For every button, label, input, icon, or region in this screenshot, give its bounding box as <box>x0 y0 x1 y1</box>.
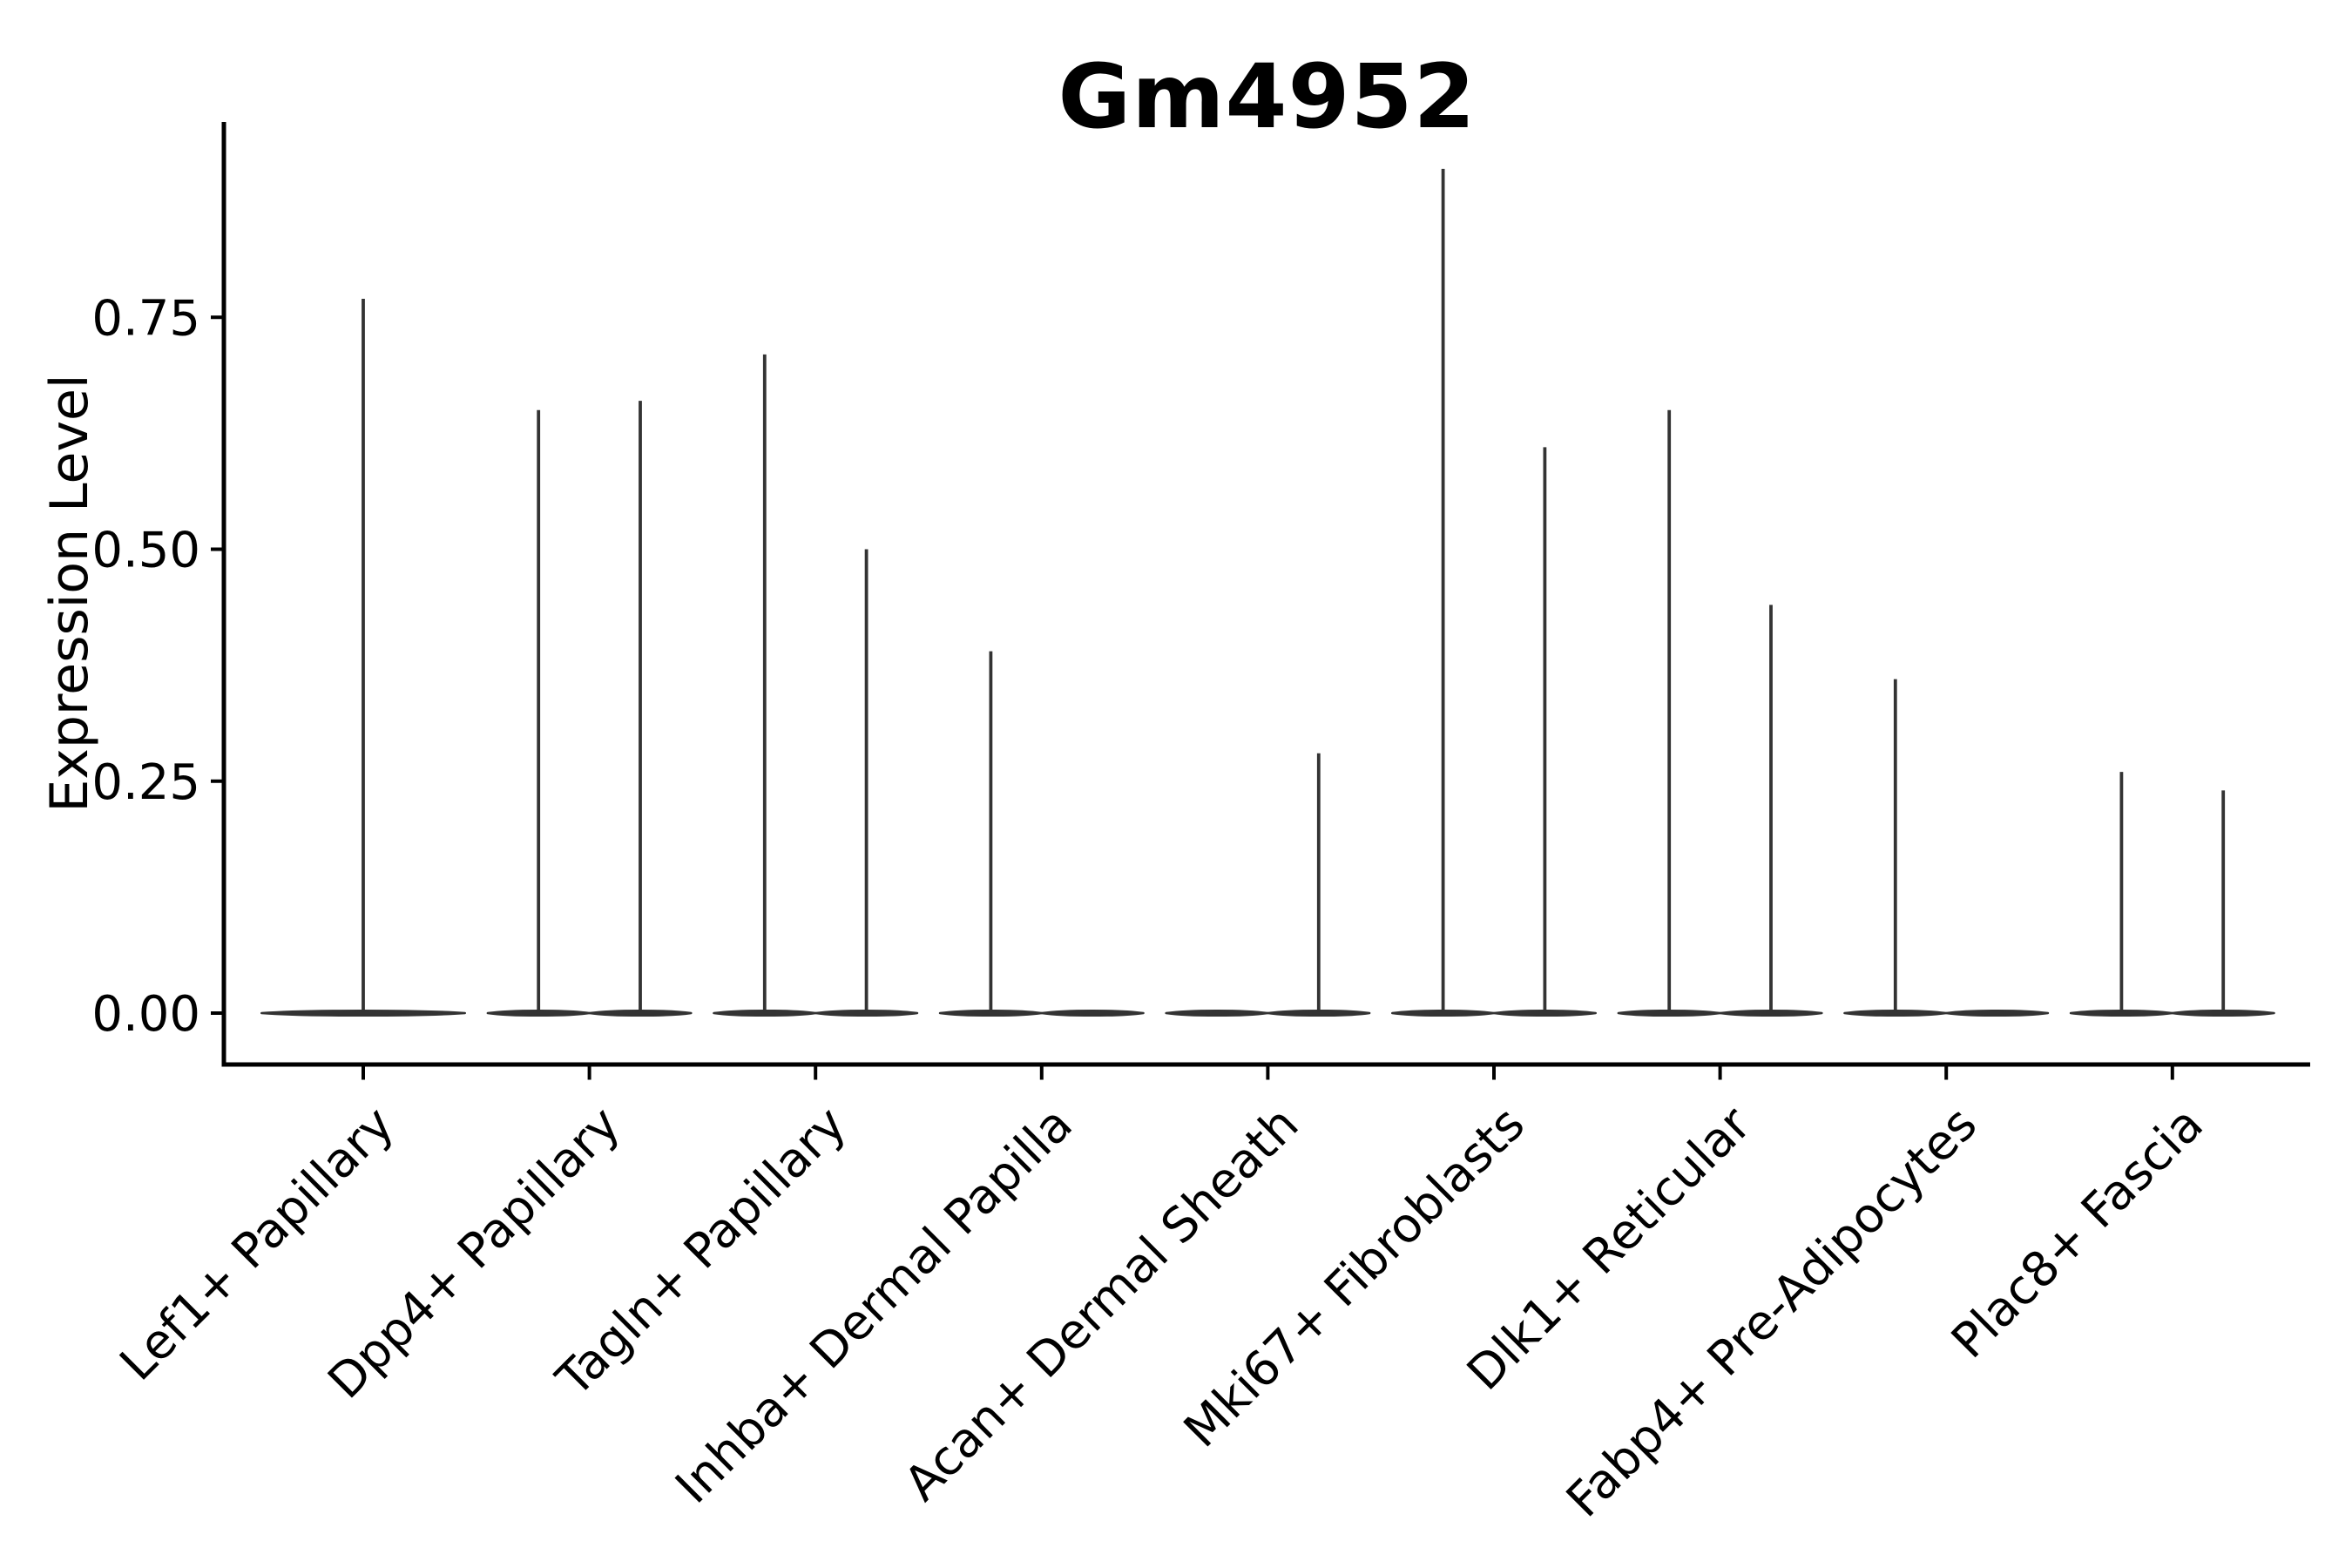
violin-base <box>1040 1009 1145 1017</box>
y-tick-label: 0.50 <box>91 523 200 579</box>
violin-base <box>814 1009 919 1017</box>
violin-base <box>1391 1009 1496 1017</box>
violin-base <box>1945 1009 2050 1017</box>
violin-base <box>2069 1009 2173 1017</box>
x-tick-label: Acan+ Dermal Sheath <box>894 1096 1309 1511</box>
y-tick-label: 0.00 <box>91 986 200 1043</box>
violin-base <box>2171 1009 2275 1017</box>
violin-base <box>260 1009 466 1017</box>
x-tick-label: Inhba+ Dermal Papilla <box>665 1096 1083 1514</box>
violin-base <box>1492 1009 1597 1017</box>
violin-base <box>486 1009 591 1017</box>
violin-base <box>588 1009 693 1017</box>
violin-base <box>713 1009 817 1017</box>
y-tick-label: 0.75 <box>91 290 200 347</box>
violin-base <box>1165 1009 1269 1017</box>
violin-base <box>1617 1009 1721 1017</box>
violin-base <box>1267 1009 1371 1017</box>
violin-base <box>938 1009 1043 1017</box>
violin-base <box>1843 1009 1948 1017</box>
x-tick-label: Fabp4+ Pre-Adipocytes <box>1556 1096 1988 1528</box>
chart-title: Gm4952 <box>1058 45 1477 149</box>
y-tick-label: 0.25 <box>91 754 200 811</box>
violin-base <box>1719 1009 1823 1017</box>
